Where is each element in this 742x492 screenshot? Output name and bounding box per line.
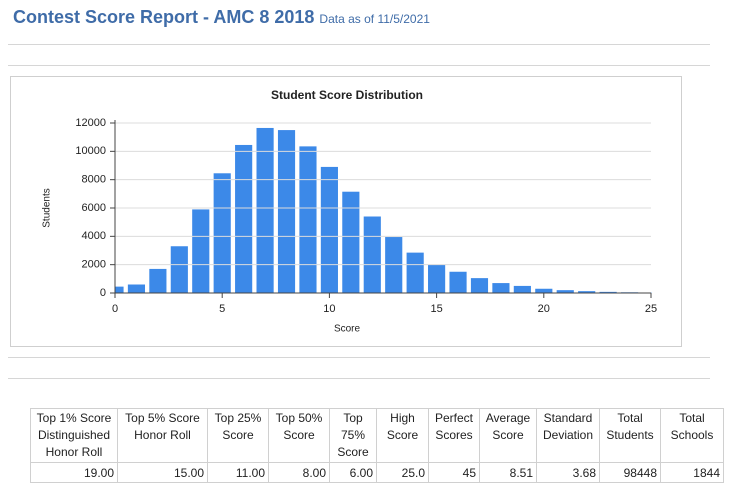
page-title: Contest Score Report - AMC 8 2018 (13, 7, 315, 27)
chart-title: Student Score Distribution (271, 88, 423, 102)
bar (428, 264, 446, 293)
bar (277, 130, 296, 293)
bar (599, 291, 617, 293)
cell: 98448 (599, 462, 661, 483)
bar (299, 146, 317, 293)
cell: 19.00 (30, 462, 118, 483)
y-tick-label: 12000 (75, 117, 106, 129)
x-tick-label: 5 (219, 303, 225, 315)
bar (513, 285, 531, 293)
y-tick-label: 10000 (75, 145, 106, 157)
bar (149, 268, 167, 293)
y-tick-label: 4000 (82, 230, 106, 242)
column-header: Total Students (599, 408, 661, 463)
bar (492, 283, 510, 293)
bar (170, 246, 188, 293)
column-header: Top 25% Score (207, 408, 269, 463)
cell: 8.00 (268, 462, 330, 483)
column-header: Standard Deviation (536, 408, 600, 463)
divider (8, 378, 710, 379)
x-tick-label: 10 (323, 303, 335, 315)
bar (556, 290, 574, 293)
column-header: High Score (376, 408, 429, 463)
divider (8, 357, 710, 358)
y-tick-label: 2000 (82, 259, 106, 271)
column-header: Total Schools (660, 408, 724, 463)
cell: 3.68 (536, 462, 600, 483)
cell: 8.51 (479, 462, 537, 483)
bar (535, 288, 553, 293)
bar (320, 166, 338, 293)
plot-area (115, 127, 652, 293)
chart: Student Score Distribution Score Student… (10, 76, 682, 347)
bar (363, 216, 381, 293)
column-header: Top 75% Score (329, 408, 377, 463)
header: Contest Score Report - AMC 8 2018 Data as… (13, 7, 430, 28)
bar (578, 291, 596, 293)
bar (256, 127, 274, 293)
bar (115, 286, 124, 293)
cell: 6.00 (329, 462, 377, 483)
column-header: Top 5% Score Honor Roll (117, 408, 208, 463)
table-body: 19.00 15.00 11.00 8.00 6.00 25.0 45 8.51 3.68 984… (30, 462, 724, 483)
cell: 11.00 (207, 462, 269, 483)
y-tick-label: 6000 (82, 202, 106, 214)
x-axis-label: Score (334, 324, 361, 335)
column-header: Perfect Scores (428, 408, 480, 463)
x-tick-label: 0 (112, 303, 118, 315)
bar (449, 271, 467, 293)
x-tick-label: 25 (645, 303, 657, 315)
bar (127, 284, 146, 293)
x-tick-label: 20 (538, 303, 550, 315)
cell: 15.00 (117, 462, 208, 483)
bar (406, 252, 424, 293)
cell: 1844 (660, 462, 724, 483)
column-header: Average Score (479, 408, 537, 463)
bar (213, 173, 231, 293)
data-row: 19.00 15.00 11.00 8.00 6.00 25.0 45 8.51 3.68 984… (30, 462, 724, 483)
column-header: Top 50% Score (268, 408, 330, 463)
y-tick-label: 8000 (82, 174, 106, 186)
summary-table: Top 1% Score Distinguished Honor Roll Top… (30, 408, 724, 483)
bar (470, 278, 489, 293)
bar (342, 191, 360, 293)
cell: 25.0 (376, 462, 429, 483)
y-tick-label: 0 (100, 287, 106, 299)
bar (235, 144, 253, 293)
header-row: Top 1% Score Distinguished Honor Roll Top… (30, 408, 724, 463)
x-tick-label: 15 (430, 303, 442, 315)
bar (192, 209, 210, 293)
cell: 45 (428, 462, 480, 483)
column-header: Top 1% Score Distinguished Honor Roll (30, 408, 118, 463)
y-axis-label: Students (42, 188, 53, 227)
divider (8, 65, 710, 66)
divider (8, 44, 710, 45)
page-subtitle: Data as of 11/5/2021 (319, 12, 430, 26)
